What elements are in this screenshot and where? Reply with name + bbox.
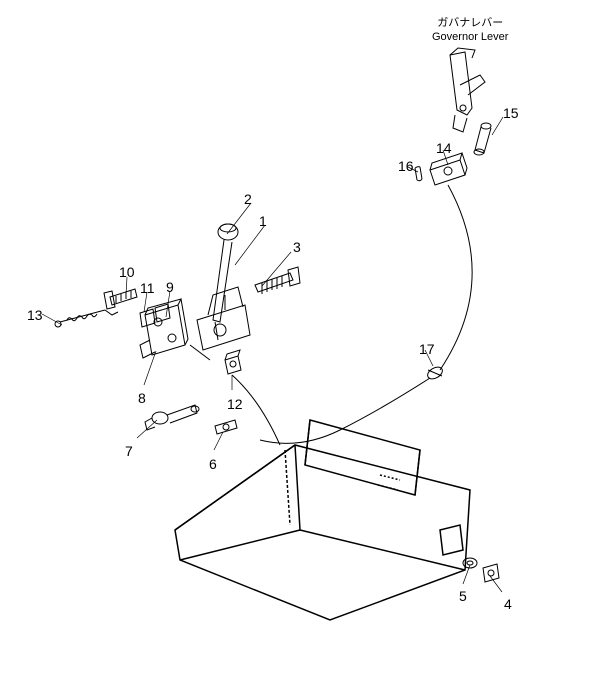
callout-3: 3	[293, 239, 301, 255]
part-14	[430, 153, 467, 185]
callout-13: 13	[27, 307, 43, 323]
diagram-svg	[0, 0, 614, 678]
callout-9: 9	[166, 279, 174, 295]
diagram-container: ガバナレバー Governor Lever	[0, 0, 614, 678]
callout-6: 6	[209, 456, 217, 472]
callout-1: 1	[259, 213, 267, 229]
governor-lever-part	[450, 48, 485, 132]
part-7	[145, 405, 199, 430]
callout-5: 5	[459, 588, 467, 604]
callout-2: 2	[244, 191, 252, 207]
callout-7: 7	[125, 443, 133, 459]
part-2	[218, 224, 238, 240]
part-3	[255, 267, 300, 294]
callout-14: 14	[436, 140, 452, 156]
callout-10: 10	[119, 264, 135, 280]
callout-17: 17	[419, 341, 435, 357]
callout-8: 8	[138, 390, 146, 406]
callout-11: 11	[140, 280, 155, 296]
callout-4: 4	[504, 596, 512, 612]
part-10	[104, 289, 137, 309]
cable-main	[260, 185, 472, 443]
part-15	[474, 123, 491, 155]
part-12	[225, 350, 241, 374]
bracket	[140, 299, 188, 358]
callout-16: 16	[398, 158, 414, 174]
cable-2	[190, 345, 280, 445]
main-box	[175, 420, 470, 620]
part-6	[215, 420, 237, 434]
part-16	[415, 167, 422, 181]
part-13	[55, 310, 118, 327]
callout-15: 15	[503, 105, 519, 121]
callout-12: 12	[227, 396, 243, 412]
